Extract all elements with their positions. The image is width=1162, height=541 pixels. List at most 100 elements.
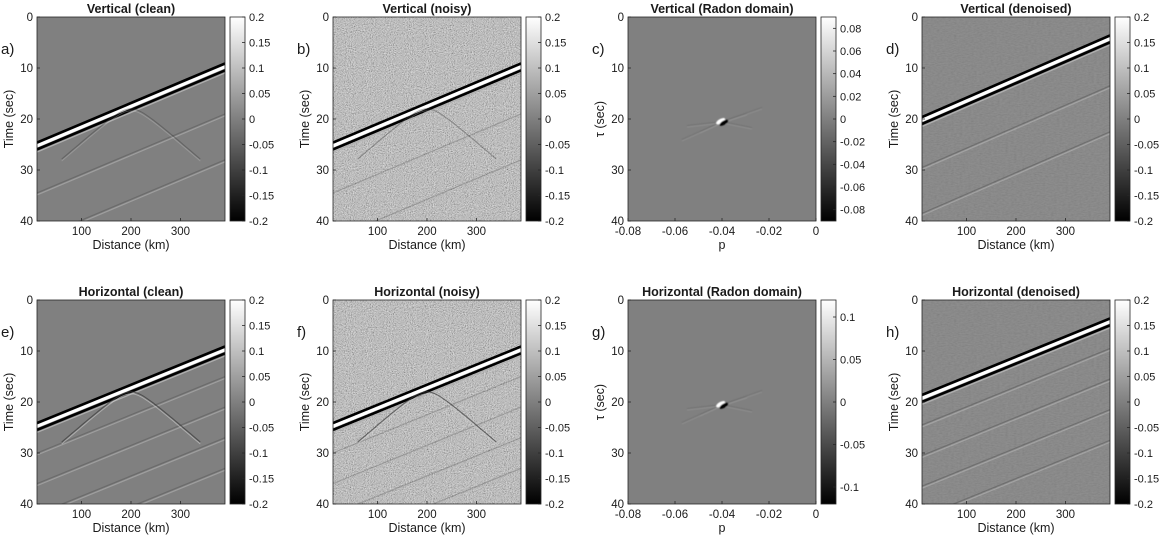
- colorbar-tick-label: -0.15: [249, 191, 274, 203]
- panel-title: Vertical (clean): [87, 2, 175, 16]
- y-tick-label: 30: [611, 448, 624, 460]
- x-tick-label: 100: [368, 226, 387, 238]
- x-tick-label: 200: [1006, 509, 1025, 521]
- colorbar-tick-label: 0.05: [249, 89, 270, 101]
- colorbar-tick-label: 0.05: [545, 89, 566, 101]
- secondary-arrivals: [37, 113, 225, 221]
- y-tick-label: 10: [316, 63, 329, 75]
- colorbar-tick-label: 0.05: [545, 372, 566, 384]
- colorbar-tick-label: 0: [249, 114, 255, 126]
- panel-label: d): [886, 41, 899, 58]
- main-arrival: [37, 62, 225, 153]
- colorbar-tick-label: 0.1: [249, 346, 264, 358]
- colorbar: 0.2 0.15 0.1 0.05 0 -0.05 -0.1 -0.15 -0.2: [1114, 12, 1159, 228]
- x-axis-label: Distance (km): [92, 238, 169, 252]
- colorbar-tick-label: 0.15: [249, 38, 270, 50]
- colorbar-tick-label: 0.1: [1134, 346, 1149, 358]
- y-axis-label: Time (sec): [2, 90, 16, 149]
- y-tick-label: 20: [905, 397, 918, 409]
- colorbar: 0.2 0.15 0.1 0.05 0 -0.05 -0.1 -0.15 -0.2: [525, 12, 570, 228]
- colorbar-tick-label: -0.15: [1134, 191, 1159, 203]
- y-tick-label: 10: [20, 346, 33, 358]
- x-tick-label: 0: [813, 226, 819, 238]
- y-tick-label: 0: [27, 295, 33, 307]
- colorbar-tick-label: -0.04: [840, 159, 865, 171]
- colorbar-tick-label: 0.05: [1134, 89, 1155, 101]
- x-tick-label: -0.08: [615, 509, 641, 521]
- y-tick-label: 0: [323, 295, 329, 307]
- y-tick-label: 0: [27, 12, 33, 24]
- x-tick-label: 100: [957, 509, 976, 521]
- y-tick-label: 0: [618, 295, 624, 307]
- x-tick-label: -0.02: [756, 509, 782, 521]
- x-tick-label: 200: [121, 226, 140, 238]
- colorbar-tick-label: 0.2: [249, 295, 264, 307]
- x-tick-label: 300: [467, 509, 486, 521]
- colorbar-tick-label: -0.15: [545, 474, 570, 486]
- y-axis-label: Time (sec): [298, 90, 312, 149]
- panel-label: f): [297, 324, 306, 341]
- colorbar-tick-label: 0: [545, 397, 551, 409]
- colorbar-tick-label: 0.08: [840, 23, 861, 35]
- x-tick-label: 100: [72, 509, 91, 521]
- y-tick-label: 10: [611, 346, 624, 358]
- colorbar-tick-label: -0.06: [840, 182, 865, 194]
- panel-title: Horizontal (Radon domain): [642, 285, 802, 299]
- colorbar-tick-label: -0.02: [840, 137, 865, 149]
- heatmap-image: [628, 17, 816, 221]
- x-tick-label: 300: [171, 226, 190, 238]
- main-arrival: [922, 34, 1110, 128]
- y-axis-label: Time (sec): [2, 373, 16, 432]
- x-tick-label: 200: [417, 509, 436, 521]
- colorbar-tick-label: 0: [1134, 114, 1140, 126]
- colorbar-tick-label: 0.2: [545, 12, 560, 24]
- x-axis-label: p: [719, 238, 726, 252]
- radon-focus: [681, 107, 763, 142]
- x-tick-label: 300: [1056, 509, 1075, 521]
- panel-title: Horizontal (noisy): [374, 285, 480, 299]
- y-tick-label: 0: [618, 12, 624, 24]
- x-axis-label: Distance (km): [388, 238, 465, 252]
- x-axis-label: p: [719, 521, 726, 535]
- colorbar: 0.2 0.15 0.1 0.05 0 -0.05 -0.1 -0.15 -0.2: [229, 12, 274, 228]
- heatmap-image: [37, 17, 225, 221]
- panel-title: Vertical (noisy): [383, 2, 472, 16]
- x-tick-label: -0.06: [662, 226, 688, 238]
- y-axis-label: τ (sec): [593, 384, 607, 420]
- panel-c: Vertical (Radon domain)c)010203040-0.08-…: [592, 2, 865, 252]
- panel-b: Vertical (noisy) b) 0 10 20 30 40 100 200 300Dist…: [297, 2, 570, 252]
- colorbar: 0.1 0.05 0 -0.05 -0.1: [820, 299, 865, 505]
- y-tick-label: 30: [20, 165, 33, 177]
- diffraction: [61, 391, 201, 443]
- colorbar-tick-label: 0.1: [545, 63, 560, 75]
- colorbar-tick-label: 0: [840, 114, 846, 126]
- colorbar-tick-label: 0.15: [1134, 38, 1155, 50]
- colorbar-tick-label: 0.2: [1134, 295, 1149, 307]
- x-axis-label: Distance (km): [977, 521, 1054, 535]
- noise-field: [333, 17, 521, 221]
- colorbar-tick-label: -0.1: [545, 448, 564, 460]
- x-tick-label: -0.08: [615, 226, 641, 238]
- panel-f: Horizontal (noisy) f) 0 10 20 30 40 100 200 300Di…: [297, 285, 570, 535]
- heatmap-image: [37, 300, 225, 504]
- y-tick-label: 20: [20, 114, 33, 126]
- y-tick-label: 30: [905, 165, 918, 177]
- x-tick-label: 100: [368, 509, 387, 521]
- y-tick-label: 30: [20, 448, 33, 460]
- colorbar-tick-label: 0.05: [1134, 372, 1155, 384]
- y-axis-label: Time (sec): [887, 373, 901, 432]
- secondary-arrivals: [922, 85, 1110, 216]
- noise-field: [333, 300, 521, 504]
- y-tick-label: 40: [20, 499, 33, 511]
- colorbar-tick-label: 0.02: [840, 91, 861, 103]
- panel-g: Horizontal (Radon domain)g)010203040-0.0…: [592, 285, 865, 535]
- colorbar-tick-label: -0.1: [840, 482, 859, 494]
- y-tick-label: 20: [905, 114, 918, 126]
- colorbar-tick-label: -0.2: [249, 499, 268, 511]
- colorbar-tick-label: 0.1: [1134, 63, 1149, 75]
- colorbar-tick-label: -0.05: [249, 140, 274, 152]
- y-tick-label: 0: [912, 12, 918, 24]
- y-tick-label: 40: [611, 216, 624, 228]
- x-tick-label: 300: [467, 226, 486, 238]
